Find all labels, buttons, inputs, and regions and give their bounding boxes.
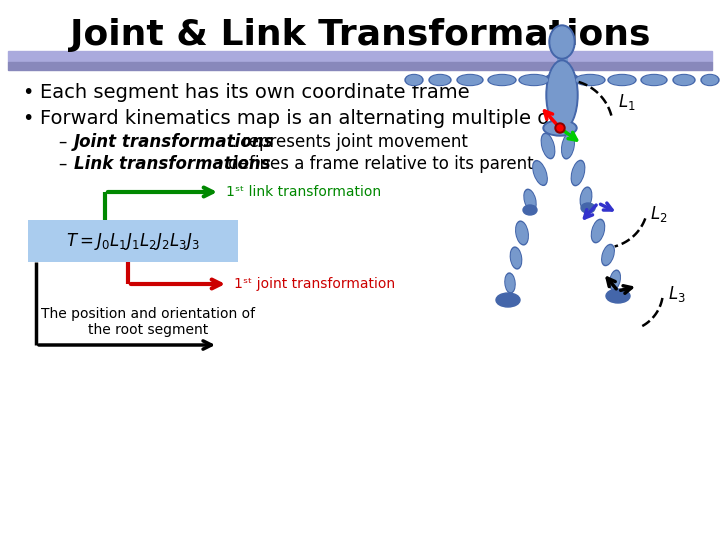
Ellipse shape: [572, 162, 584, 184]
Ellipse shape: [511, 248, 521, 267]
Ellipse shape: [516, 221, 528, 245]
Ellipse shape: [488, 75, 516, 85]
Ellipse shape: [523, 205, 537, 215]
Ellipse shape: [544, 73, 580, 87]
Ellipse shape: [525, 191, 535, 209]
Ellipse shape: [543, 120, 577, 136]
Ellipse shape: [703, 76, 718, 84]
Ellipse shape: [533, 160, 547, 185]
Ellipse shape: [541, 133, 554, 159]
Text: : represents joint movement: : represents joint movement: [226, 133, 468, 151]
Ellipse shape: [701, 75, 719, 85]
Ellipse shape: [545, 122, 575, 134]
Ellipse shape: [563, 134, 573, 157]
Text: $T = J_0 L_1 J_1 L_2 J_2 L_3 J_3$: $T = J_0 L_1 J_1 L_2 J_2 L_3 J_3$: [66, 231, 200, 252]
Text: Joint & Link Transformations: Joint & Link Transformations: [70, 18, 650, 52]
Ellipse shape: [524, 190, 536, 211]
Ellipse shape: [611, 272, 619, 288]
Ellipse shape: [581, 203, 595, 213]
Ellipse shape: [610, 270, 621, 290]
Text: : defines a frame relative to its parent: : defines a frame relative to its parent: [212, 155, 534, 173]
Text: Joint transformations: Joint transformations: [74, 133, 274, 151]
Ellipse shape: [606, 289, 630, 303]
Ellipse shape: [457, 75, 483, 85]
Ellipse shape: [407, 76, 421, 84]
Ellipse shape: [546, 60, 578, 130]
Ellipse shape: [534, 162, 546, 184]
Ellipse shape: [429, 75, 451, 85]
Text: Link transformations: Link transformations: [74, 155, 271, 173]
Text: 1ˢᵗ joint transformation: 1ˢᵗ joint transformation: [234, 277, 395, 291]
Ellipse shape: [673, 75, 695, 85]
Text: –: –: [58, 155, 66, 173]
Ellipse shape: [642, 76, 665, 84]
Ellipse shape: [490, 76, 515, 84]
Bar: [8, 51, 712, 62]
Ellipse shape: [593, 221, 603, 241]
Ellipse shape: [608, 75, 636, 85]
Ellipse shape: [562, 133, 575, 159]
Ellipse shape: [542, 135, 554, 157]
Text: $L_1$: $L_1$: [618, 92, 636, 112]
Ellipse shape: [610, 76, 634, 84]
Ellipse shape: [551, 27, 573, 57]
Bar: [28, 220, 238, 262]
Text: Each segment has its own coordinate frame: Each segment has its own coordinate fram…: [40, 83, 469, 102]
Text: The position and orientation of
the root segment: The position and orientation of the root…: [41, 307, 255, 337]
Ellipse shape: [548, 62, 576, 128]
Ellipse shape: [571, 160, 585, 186]
Circle shape: [557, 125, 563, 131]
Ellipse shape: [517, 222, 527, 244]
Ellipse shape: [675, 76, 693, 84]
Ellipse shape: [459, 76, 482, 84]
Ellipse shape: [577, 76, 603, 84]
Text: Forward kinematics map is an alternating multiple of: Forward kinematics map is an alternating…: [40, 109, 557, 127]
Text: $L_3$: $L_3$: [667, 285, 685, 305]
Ellipse shape: [641, 75, 667, 85]
Ellipse shape: [519, 75, 549, 85]
Ellipse shape: [591, 219, 605, 242]
Text: •: •: [22, 83, 33, 102]
Ellipse shape: [431, 76, 449, 84]
Ellipse shape: [521, 76, 547, 84]
Ellipse shape: [580, 187, 592, 209]
Ellipse shape: [506, 274, 514, 292]
Ellipse shape: [581, 188, 590, 207]
Ellipse shape: [603, 246, 613, 264]
Bar: [8, 62, 712, 70]
Text: –: –: [58, 133, 66, 151]
Ellipse shape: [602, 245, 614, 266]
Text: •: •: [22, 109, 33, 127]
Ellipse shape: [496, 293, 520, 307]
Ellipse shape: [405, 75, 423, 85]
Circle shape: [555, 123, 565, 133]
Ellipse shape: [575, 75, 605, 85]
Text: $L_2$: $L_2$: [649, 204, 667, 224]
Text: 1ˢᵗ link transformation: 1ˢᵗ link transformation: [226, 185, 381, 199]
Ellipse shape: [510, 247, 522, 269]
Ellipse shape: [549, 25, 575, 59]
Ellipse shape: [505, 273, 515, 293]
